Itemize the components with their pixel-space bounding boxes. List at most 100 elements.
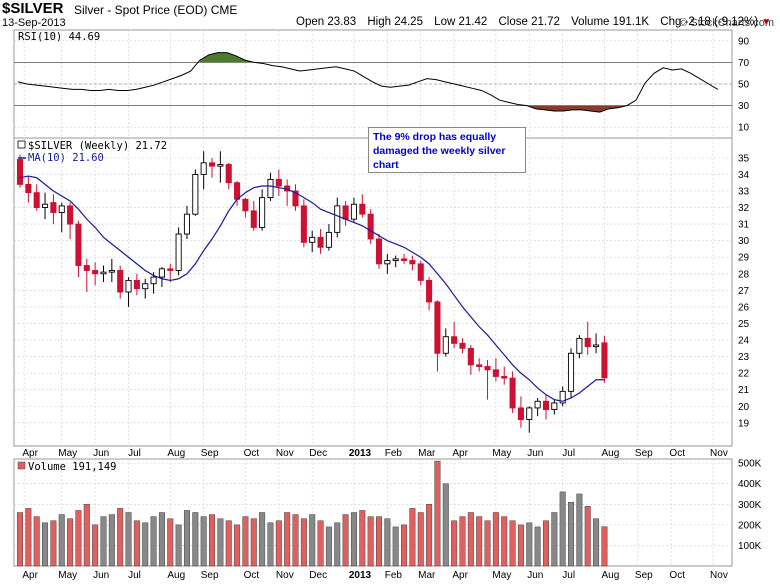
candle-body — [242, 198, 249, 212]
candle-body — [426, 279, 433, 303]
volume-bar — [75, 510, 82, 567]
volume-bar — [426, 504, 433, 567]
volume-bar — [192, 512, 199, 567]
volume-bar — [593, 518, 600, 567]
candle-body — [292, 190, 299, 207]
candle-body — [484, 366, 491, 371]
volume-bar — [284, 512, 291, 567]
price-tick-label: 29 — [738, 253, 750, 264]
candle-body — [117, 270, 124, 293]
x-axis-label: Jun — [527, 448, 543, 459]
x-axis-label: Mar — [418, 448, 436, 459]
candle-body — [200, 162, 207, 175]
candle-body — [384, 260, 391, 265]
candle-body — [334, 205, 341, 233]
volume-bar — [559, 491, 566, 567]
chart-header: $SILVER Silver - Spot Price (EOD) CME 13… — [0, 0, 780, 30]
x-axis-label: 2013 — [349, 570, 372, 581]
volume-bar — [150, 516, 157, 567]
x-axis-label: Sep — [201, 570, 219, 581]
candle-body — [16, 159, 24, 185]
volume-bar — [325, 526, 332, 567]
candle-body — [50, 202, 57, 213]
down-triangle-icon: ▼ — [761, 17, 772, 28]
volume-bar — [58, 514, 65, 567]
candle-body — [192, 173, 199, 215]
open-label: Open — [296, 16, 325, 28]
x-axis-label: Aug — [602, 570, 620, 581]
volume-bar — [250, 518, 257, 567]
x-axis-label: Jul — [562, 448, 575, 459]
candle-body — [567, 352, 575, 392]
candle-body — [42, 203, 49, 208]
volume-tick-label: 100K — [738, 541, 762, 552]
candle-body — [593, 344, 600, 348]
volume-bar — [217, 518, 224, 567]
annotation-box: The 9% drop has equally damaged the week… — [368, 127, 526, 173]
candle-body — [601, 342, 608, 379]
volume-tick-label: 500K — [738, 459, 762, 470]
volume-bar — [242, 516, 249, 567]
candle-body — [559, 390, 566, 404]
volume-bar — [100, 516, 107, 567]
volume-bar — [317, 520, 324, 567]
close-label: Close — [498, 16, 528, 28]
candle-body — [350, 203, 357, 220]
price-tick-label: 28 — [738, 269, 750, 280]
price-tick-label: 24 — [738, 336, 750, 347]
candle-body — [259, 197, 266, 228]
x-axis-label: May — [492, 570, 511, 581]
candle-body — [409, 260, 416, 265]
change-value: -2.18 (-9.12%) — [684, 16, 759, 28]
volume-bar — [467, 512, 474, 567]
x-axis-label: Apr — [22, 448, 38, 459]
volume-bar — [367, 516, 374, 567]
price-tick-label: 22 — [738, 369, 750, 380]
ohlc-readout: Open 23.83 High 24.25 Low 21.42 Close 21… — [296, 16, 771, 28]
x-axis-label: Aug — [167, 448, 185, 459]
volume-bar — [67, 518, 74, 567]
candle-body — [476, 364, 483, 367]
price-tick-label: 31 — [738, 220, 750, 231]
candle-body — [158, 268, 165, 278]
candle-body — [133, 279, 140, 290]
candle-body — [75, 223, 82, 266]
candle-body — [108, 270, 115, 273]
volume-bar — [125, 512, 132, 567]
volume-bar — [117, 508, 124, 567]
x-axis-label: May — [492, 448, 511, 459]
volume-bar — [275, 520, 282, 567]
price-tick-label: 27 — [738, 286, 750, 297]
x-axis-label: Nov — [710, 448, 728, 459]
x-axis-label: Sep — [201, 448, 219, 459]
volume-bar — [434, 460, 441, 567]
candle-body — [534, 400, 541, 409]
candle-body — [392, 258, 399, 261]
volume-bar — [359, 510, 366, 567]
x-axis-label: Jul — [128, 570, 141, 581]
candle-body — [275, 178, 282, 187]
candle-body — [33, 192, 40, 208]
candle-body — [125, 279, 132, 293]
x-axis-label: Apr — [452, 448, 468, 459]
volume-bar — [375, 516, 383, 567]
candle-body — [501, 376, 508, 379]
volume-bar — [601, 526, 608, 567]
volume-bar — [534, 526, 541, 567]
volume-bar — [568, 501, 575, 567]
volume-bar — [42, 522, 49, 567]
candle-body — [58, 205, 65, 213]
candle-body — [342, 205, 349, 220]
volume-bar — [417, 512, 424, 567]
x-axis-label: Jul — [128, 448, 141, 459]
x-axis-label: May — [58, 448, 77, 459]
candle-body — [325, 231, 332, 248]
x-axis-label: Oct — [244, 448, 260, 459]
low-label: Low — [434, 16, 456, 28]
candle-body — [225, 164, 232, 184]
volume-bar — [459, 516, 466, 567]
candle-body — [359, 203, 366, 215]
volume-bar — [92, 524, 99, 567]
volume-bar — [225, 520, 232, 567]
